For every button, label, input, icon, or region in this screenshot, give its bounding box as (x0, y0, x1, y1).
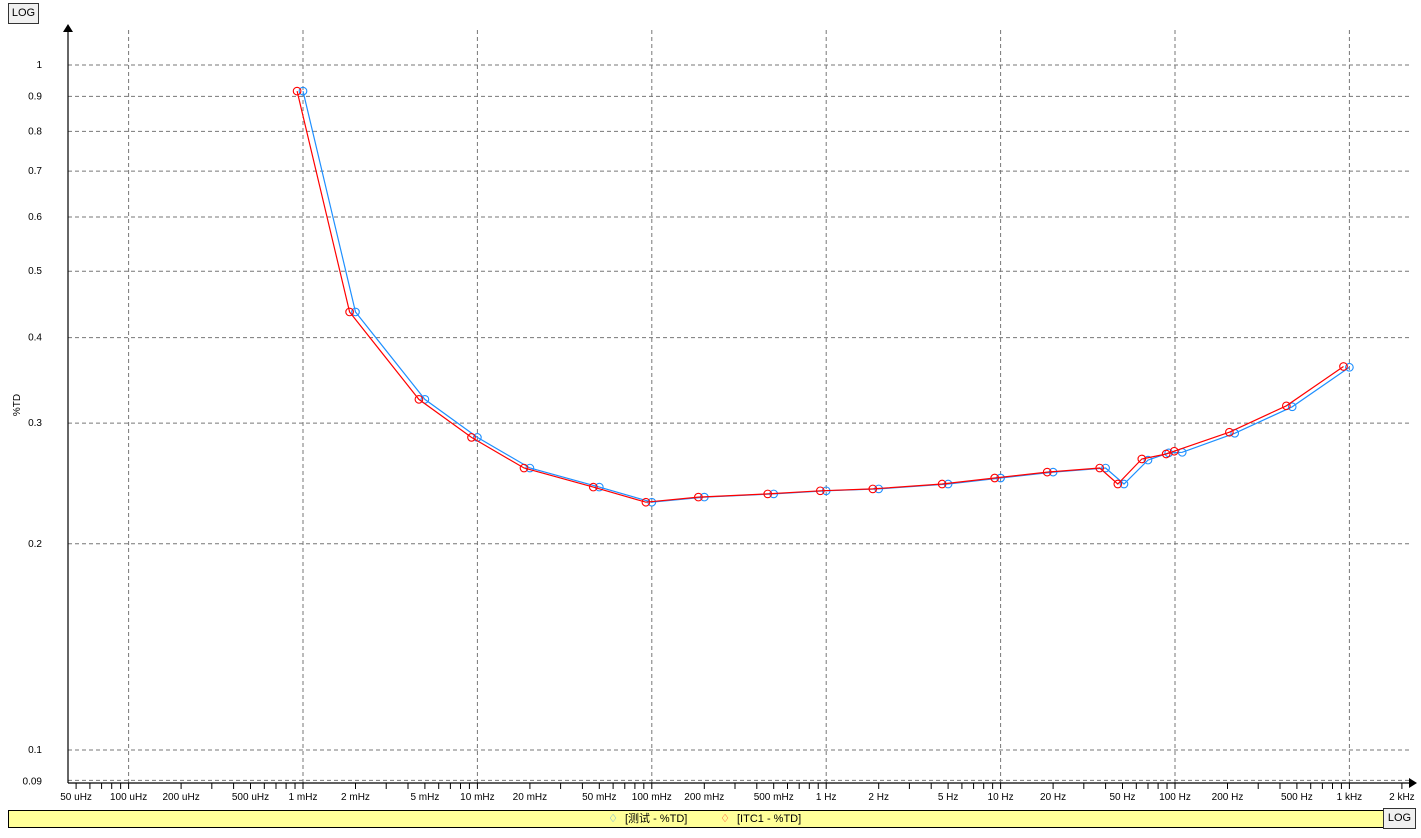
y-tick-label: 1 (36, 60, 42, 71)
data-point[interactable] (1282, 401, 1291, 411)
x-tick-label: 1 mHz (289, 792, 318, 803)
legend-item-series-1[interactable]: ♢ [测试 - %TD] (607, 811, 687, 827)
y-tick-label: 0.09 (23, 776, 43, 787)
data-point[interactable] (1161, 449, 1171, 459)
x-tick-label: 200 mHz (684, 792, 724, 803)
x-axis-log-toggle[interactable]: LOG (1383, 808, 1416, 829)
x-tick-label: 100 uHz (110, 792, 147, 803)
y-tick-label: 0.7 (28, 166, 42, 177)
data-point[interactable] (1345, 362, 1354, 372)
x-tick-label: 50 Hz (1109, 792, 1135, 803)
data-point[interactable] (588, 482, 598, 492)
y-tick-label: 0.5 (28, 266, 42, 277)
data-point[interactable] (1169, 446, 1179, 456)
data-point[interactable] (937, 479, 947, 489)
x-tick-label: 50 mHz (582, 792, 616, 803)
data-point[interactable] (1137, 454, 1147, 464)
x-tick-label: 1 Hz (816, 792, 837, 803)
legend-item-series-2[interactable]: ♢ [ITC1 - %TD] (719, 811, 801, 827)
x-tick-label: 10 mHz (460, 792, 494, 803)
x-axis-arrow-icon (1409, 778, 1417, 788)
x-tick-label: 1 kHz (1337, 792, 1363, 803)
legend-label: [ITC1 - %TD] (737, 813, 802, 825)
y-tick-label: 0.3 (28, 418, 42, 429)
data-point[interactable] (345, 307, 354, 317)
data-point[interactable] (1225, 427, 1234, 437)
x-tick-label: 20 Hz (1040, 792, 1066, 803)
legend-marker-red-diamond-icon: ♢ (720, 813, 730, 825)
y-ticks: 0.09 0.1 0.2 0.3 0.4 0.5 0.6 0.7 0.8 0.9 1 (23, 60, 43, 787)
legend-marker-blue-diamond-icon: ♢ (608, 813, 618, 825)
data-point[interactable] (292, 86, 302, 96)
data-point[interactable] (467, 433, 476, 442)
series-line (296, 90, 1344, 503)
data-point[interactable] (763, 489, 773, 499)
legend: ♢ [测试 - %TD] ♢ [ITC1 - %TD] (8, 810, 1384, 828)
x-tick-label: 5 Hz (938, 792, 959, 803)
data-point[interactable] (1287, 402, 1297, 412)
x-tick-label: 500 mHz (754, 792, 794, 803)
y-axis-log-toggle[interactable]: LOG (8, 3, 39, 24)
x-tick-label: 50 uHz (60, 792, 92, 803)
x-tick-label: 10 Hz (988, 792, 1014, 803)
data-point[interactable] (1101, 463, 1110, 473)
x-tick-label: 500 Hz (1281, 792, 1313, 803)
data-point[interactable] (351, 307, 360, 317)
data-point[interactable] (1143, 455, 1153, 465)
legend-label: [测试 - %TD] (625, 813, 688, 825)
x-ticks: 50 uHz 100 uHz 200 uHz 500 uHz 1 mHz 2 mHz 5 m… (60, 783, 1415, 803)
series-group (292, 86, 1354, 507)
data-point[interactable] (694, 492, 703, 502)
y-tick-label: 0.6 (28, 212, 42, 223)
data-point[interactable] (1119, 479, 1129, 489)
x-tick-label: 100 mHz (632, 792, 672, 803)
data-point[interactable] (298, 86, 308, 96)
y-tick-label: 0.9 (28, 91, 42, 102)
data-point[interactable] (414, 395, 424, 404)
y-axis-label: %TD (12, 394, 23, 416)
x-tick-label: 200 uHz (162, 792, 199, 803)
data-point[interactable] (815, 486, 825, 496)
y-tick-label: 0.2 (28, 539, 42, 550)
x-tick-label: 2 mHz (341, 792, 370, 803)
data-point[interactable] (1095, 463, 1105, 473)
y-tick-label: 0.4 (28, 333, 42, 344)
x-tick-label: 2 Hz (868, 792, 889, 803)
x-tick-label: 500 uHz (232, 792, 269, 803)
series-2 (292, 86, 1348, 507)
axes (63, 24, 1417, 788)
x-tick-label: 2 kHz (1389, 792, 1415, 803)
data-point[interactable] (1339, 362, 1348, 371)
y-tick-label: 0.1 (28, 745, 42, 756)
y-axis-arrow-icon (63, 24, 73, 32)
chart-plot: 50 uHz 100 uHz 200 uHz 500 uHz 1 mHz 2 mHz 5 m… (12, 24, 1417, 803)
x-tick-label: 20 mHz (513, 792, 547, 803)
data-point[interactable] (990, 473, 1000, 483)
y-tick-label: 0.8 (28, 126, 42, 137)
data-point[interactable] (868, 484, 878, 494)
data-point[interactable] (1042, 467, 1052, 477)
data-point[interactable] (594, 482, 604, 492)
data-point[interactable] (1113, 479, 1123, 489)
data-point[interactable] (641, 497, 651, 507)
data-point[interactable] (519, 463, 529, 473)
x-tick-label: 100 Hz (1159, 792, 1191, 803)
x-tick-label: 200 Hz (1212, 792, 1244, 803)
grid-lines (68, 30, 1410, 783)
x-tick-label: 5 mHz (410, 792, 439, 803)
